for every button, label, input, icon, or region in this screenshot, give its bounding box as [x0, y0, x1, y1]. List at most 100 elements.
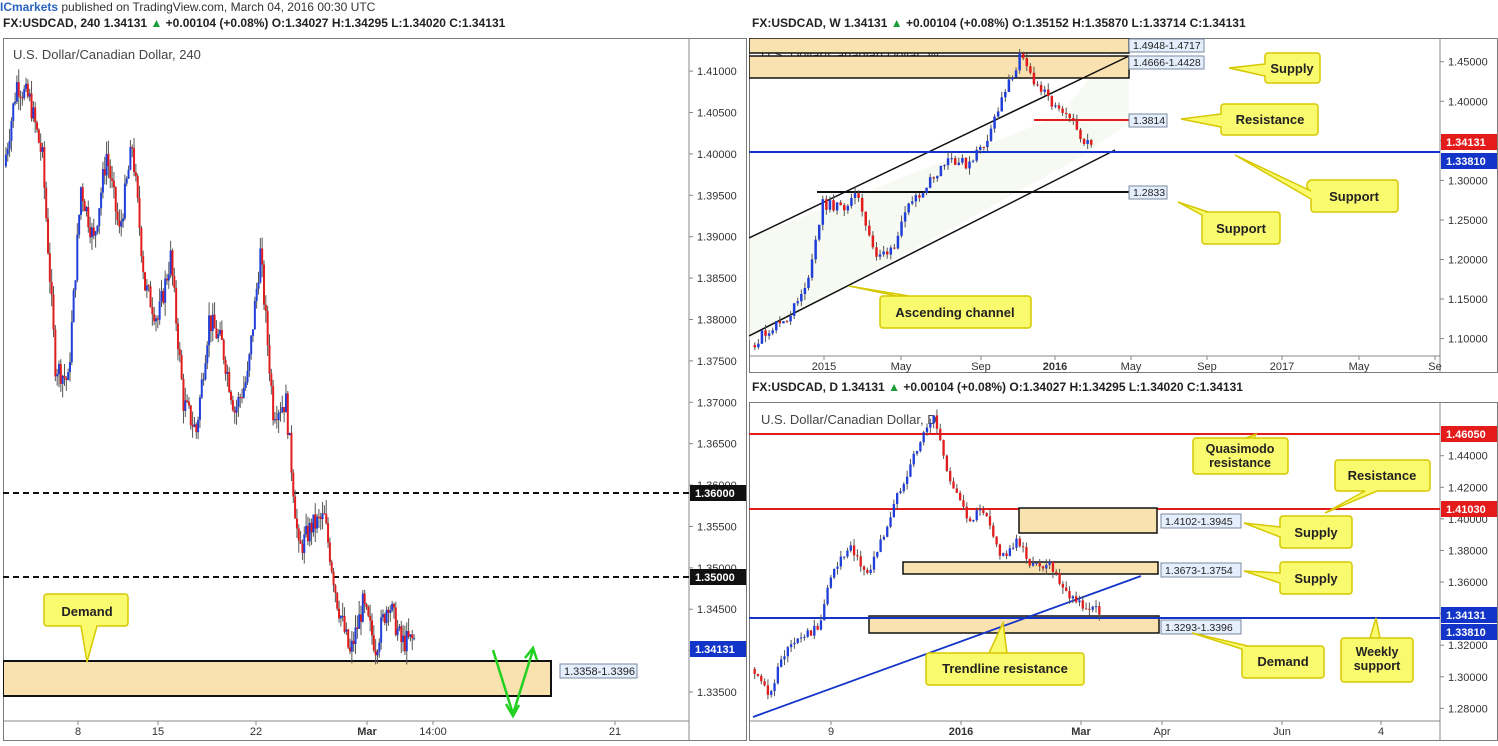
candle — [826, 584, 829, 606]
candle — [12, 102, 15, 128]
callout-text: Demand — [1257, 654, 1308, 669]
candle — [242, 376, 245, 399]
candle — [217, 329, 220, 343]
candle — [922, 430, 925, 446]
candle — [391, 600, 394, 613]
header-low: L:1.33714 — [1131, 16, 1187, 30]
candle — [252, 329, 255, 342]
candle — [1065, 581, 1068, 592]
candle — [295, 508, 298, 538]
candle — [813, 619, 816, 640]
candle — [316, 513, 319, 534]
zone-label-text: 1.4666-1.4428 — [1133, 57, 1201, 69]
projection-arrow — [491, 645, 539, 719]
candle — [770, 689, 773, 698]
candle — [125, 176, 128, 187]
candle — [889, 245, 893, 260]
demand-zone[interactable] — [2, 660, 552, 697]
candle — [45, 181, 48, 222]
y-tick-label: 1.34500 — [697, 604, 737, 616]
candle — [853, 187, 857, 205]
candle — [876, 551, 879, 559]
weekly-chart[interactable]: U.S. Dollar/Canadian Dollar, W 1.450001.… — [748, 37, 1498, 373]
candle — [164, 270, 167, 316]
callout-resistance: Resistance — [1324, 459, 1431, 514]
supply-zone-upper[interactable] — [1018, 507, 1158, 534]
y-tick-label: 1.38000 — [697, 314, 737, 326]
daily-chart[interactable]: U.S. Dollar/Canadian Dollar, D 1.440001.… — [749, 402, 1498, 741]
header-symbol: FX:USDCAD, D — [752, 380, 838, 394]
supply-zone-upper[interactable] — [748, 37, 1130, 54]
candle — [928, 173, 932, 189]
candle — [272, 379, 275, 426]
callout-supply: Supply — [1228, 52, 1321, 84]
h4-chart[interactable]: U.S. Dollar/Canadian Dollar, 240 1.41000… — [2, 38, 747, 741]
candle — [114, 186, 117, 225]
candle — [886, 525, 889, 538]
x-tick-label: Mar — [1071, 726, 1091, 738]
supply-zone-lower[interactable] — [748, 55, 1130, 79]
candle — [789, 639, 793, 653]
candle — [394, 601, 397, 637]
candle — [294, 489, 297, 519]
candle — [778, 316, 782, 328]
candle — [1000, 91, 1003, 112]
brand-name[interactable]: ICmarkets — [0, 0, 59, 14]
candle — [105, 141, 108, 185]
candle — [259, 237, 262, 284]
candle — [756, 673, 760, 677]
candle — [70, 310, 73, 366]
candle — [843, 203, 846, 217]
candle — [1057, 102, 1061, 112]
candle — [832, 194, 835, 213]
candle — [226, 364, 229, 387]
candle — [123, 174, 126, 221]
channel-lower-line[interactable] — [748, 149, 1116, 337]
callout-demand: Demand — [43, 593, 129, 663]
candle — [248, 352, 251, 377]
candle — [862, 565, 866, 576]
candle — [338, 600, 341, 623]
candle — [63, 363, 66, 386]
candle — [1043, 85, 1046, 96]
up-arrow-icon: ▲ — [888, 380, 900, 394]
candle — [8, 128, 11, 157]
candle — [986, 134, 989, 152]
candle — [92, 218, 95, 240]
candle — [186, 394, 189, 404]
candle — [1071, 595, 1074, 604]
candle — [356, 615, 359, 639]
candle — [206, 341, 209, 370]
candle — [65, 376, 68, 391]
candle — [806, 628, 809, 638]
candle — [919, 441, 922, 453]
candle — [950, 152, 953, 163]
candle — [253, 296, 256, 330]
candle — [1084, 602, 1088, 610]
candle — [32, 101, 35, 122]
x-tick-label: Sep — [1197, 361, 1217, 373]
candle — [363, 589, 366, 614]
daily-chart-header: FX:USDCAD, D 1.34131 ▲ +0.00104 (+0.08%)… — [752, 380, 1243, 400]
candles — [753, 409, 1101, 700]
header-price: 1.34131 — [841, 380, 885, 394]
candle — [283, 406, 286, 423]
callout-text: Supply — [1270, 61, 1314, 76]
publisher-bar: ICmarkets published on TradingView.com, … — [0, 0, 1498, 15]
candle — [118, 209, 121, 234]
candle — [250, 334, 253, 360]
up-arrow-icon: ▲ — [150, 16, 163, 30]
candle — [939, 165, 943, 177]
channel-upper-line[interactable] — [748, 55, 1130, 239]
candle — [998, 543, 1002, 560]
price-label-text: 1.33810 — [1446, 156, 1486, 168]
candle — [1018, 49, 1021, 74]
candle — [257, 271, 260, 295]
candle — [978, 504, 982, 516]
candle — [361, 589, 364, 623]
callout-text: Resistance — [1236, 112, 1305, 127]
demand-zone[interactable] — [868, 615, 1160, 634]
candle — [319, 512, 322, 531]
candle — [52, 285, 55, 338]
x-tick-label: 2016 — [949, 726, 973, 738]
